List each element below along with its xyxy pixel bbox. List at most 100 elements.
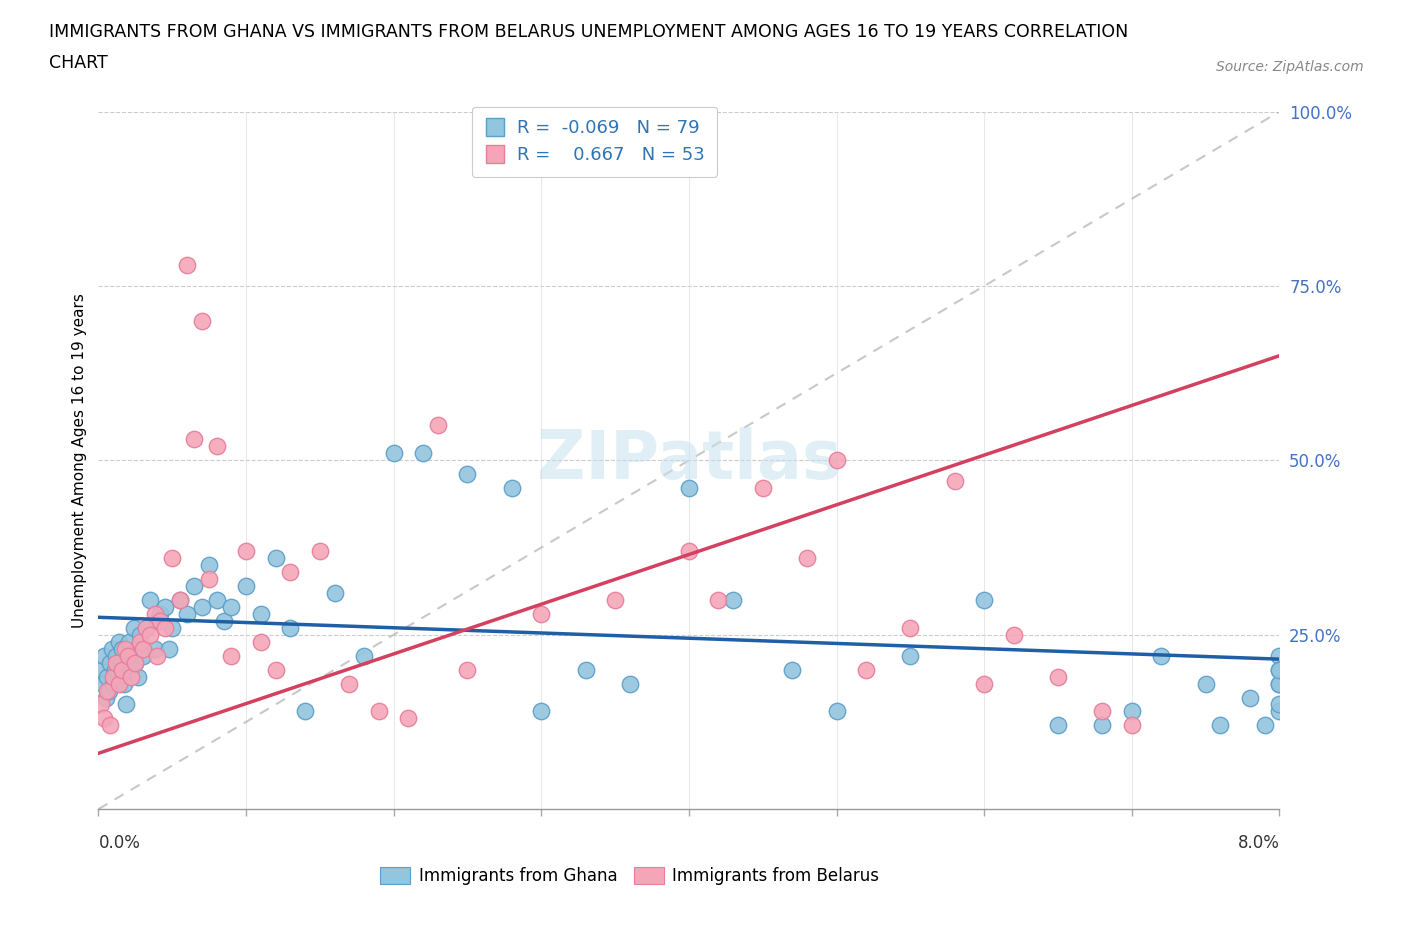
- Point: [153, 620, 176, 635]
- Point: [782, 662, 804, 677]
- Point: [412, 445, 434, 460]
- Point: [205, 439, 228, 454]
- Point: [112, 676, 135, 691]
- Point: [183, 578, 205, 593]
- Point: [427, 418, 450, 433]
- Point: [1121, 704, 1143, 719]
- Point: [1195, 676, 1218, 691]
- Point: [103, 670, 125, 684]
- Point: [98, 655, 121, 670]
- Point: [678, 481, 700, 496]
- Text: Source: ZipAtlas.com: Source: ZipAtlas.com: [1216, 60, 1364, 74]
- Text: IMMIGRANTS FROM GHANA VS IMMIGRANTS FROM BELARUS UNEMPLOYMENT AMONG AGES 16 TO 1: IMMIGRANTS FROM GHANA VS IMMIGRANTS FROM…: [49, 23, 1129, 41]
- Point: [382, 445, 405, 460]
- Point: [132, 642, 155, 657]
- Point: [1091, 718, 1114, 733]
- Point: [143, 642, 166, 657]
- Point: [1046, 670, 1070, 684]
- Point: [825, 704, 848, 719]
- Point: [1046, 718, 1070, 733]
- Point: [501, 481, 523, 496]
- Point: [110, 655, 132, 670]
- Point: [96, 670, 118, 684]
- Point: [135, 620, 157, 635]
- Point: [162, 551, 183, 565]
- Point: [900, 648, 922, 663]
- Point: [825, 453, 848, 468]
- Point: [157, 642, 180, 657]
- Point: [100, 642, 122, 657]
- Point: [90, 662, 112, 677]
- Point: [114, 662, 136, 677]
- Point: [1091, 704, 1114, 719]
- Point: [678, 543, 700, 558]
- Point: [149, 614, 172, 629]
- Point: [205, 592, 228, 607]
- Point: [752, 481, 775, 496]
- Point: [128, 628, 150, 643]
- Point: [117, 648, 139, 663]
- Point: [97, 683, 120, 698]
- Point: [1268, 648, 1291, 663]
- Point: [1268, 662, 1291, 677]
- Point: [118, 634, 141, 649]
- Point: [323, 586, 346, 601]
- Point: [91, 676, 114, 691]
- Point: [1239, 690, 1261, 705]
- Point: [128, 634, 150, 649]
- Text: 0.0%: 0.0%: [98, 834, 141, 852]
- Point: [139, 592, 162, 607]
- Point: [619, 676, 641, 691]
- Point: [108, 634, 131, 649]
- Y-axis label: Unemployment Among Ages 16 to 19 years: Unemployment Among Ages 16 to 19 years: [72, 293, 87, 628]
- Point: [235, 543, 257, 558]
- Point: [125, 642, 148, 657]
- Point: [457, 467, 479, 482]
- Point: [457, 662, 479, 677]
- Point: [183, 432, 205, 447]
- Point: [280, 565, 302, 579]
- Point: [149, 606, 172, 621]
- Point: [1002, 628, 1025, 643]
- Point: [353, 648, 375, 663]
- Point: [1268, 676, 1291, 691]
- Point: [530, 606, 553, 621]
- Point: [111, 662, 134, 677]
- Point: [264, 551, 287, 565]
- Point: [855, 662, 877, 677]
- Point: [530, 704, 553, 719]
- Point: [398, 711, 420, 725]
- Point: [973, 592, 995, 607]
- Point: [139, 628, 162, 643]
- Point: [605, 592, 627, 607]
- Point: [124, 655, 146, 670]
- Point: [1268, 662, 1291, 677]
- Point: [103, 676, 125, 691]
- Point: [127, 670, 149, 684]
- Point: [115, 698, 138, 712]
- Point: [153, 600, 176, 615]
- Point: [132, 648, 155, 663]
- Point: [264, 662, 287, 677]
- Point: [120, 670, 142, 684]
- Point: [162, 620, 183, 635]
- Point: [221, 600, 243, 615]
- Text: 8.0%: 8.0%: [1237, 834, 1279, 852]
- Point: [221, 648, 243, 663]
- Point: [108, 676, 131, 691]
- Point: [707, 592, 730, 607]
- Point: [96, 683, 118, 698]
- Point: [90, 698, 112, 712]
- Point: [1268, 676, 1291, 691]
- Point: [176, 606, 198, 621]
- Point: [1150, 648, 1173, 663]
- Point: [973, 676, 995, 691]
- Point: [943, 474, 966, 489]
- Point: [900, 620, 922, 635]
- Point: [169, 592, 191, 607]
- Point: [121, 648, 143, 663]
- Point: [723, 592, 745, 607]
- Text: ZIPatlas: ZIPatlas: [537, 428, 841, 493]
- Point: [1268, 704, 1291, 719]
- Point: [575, 662, 598, 677]
